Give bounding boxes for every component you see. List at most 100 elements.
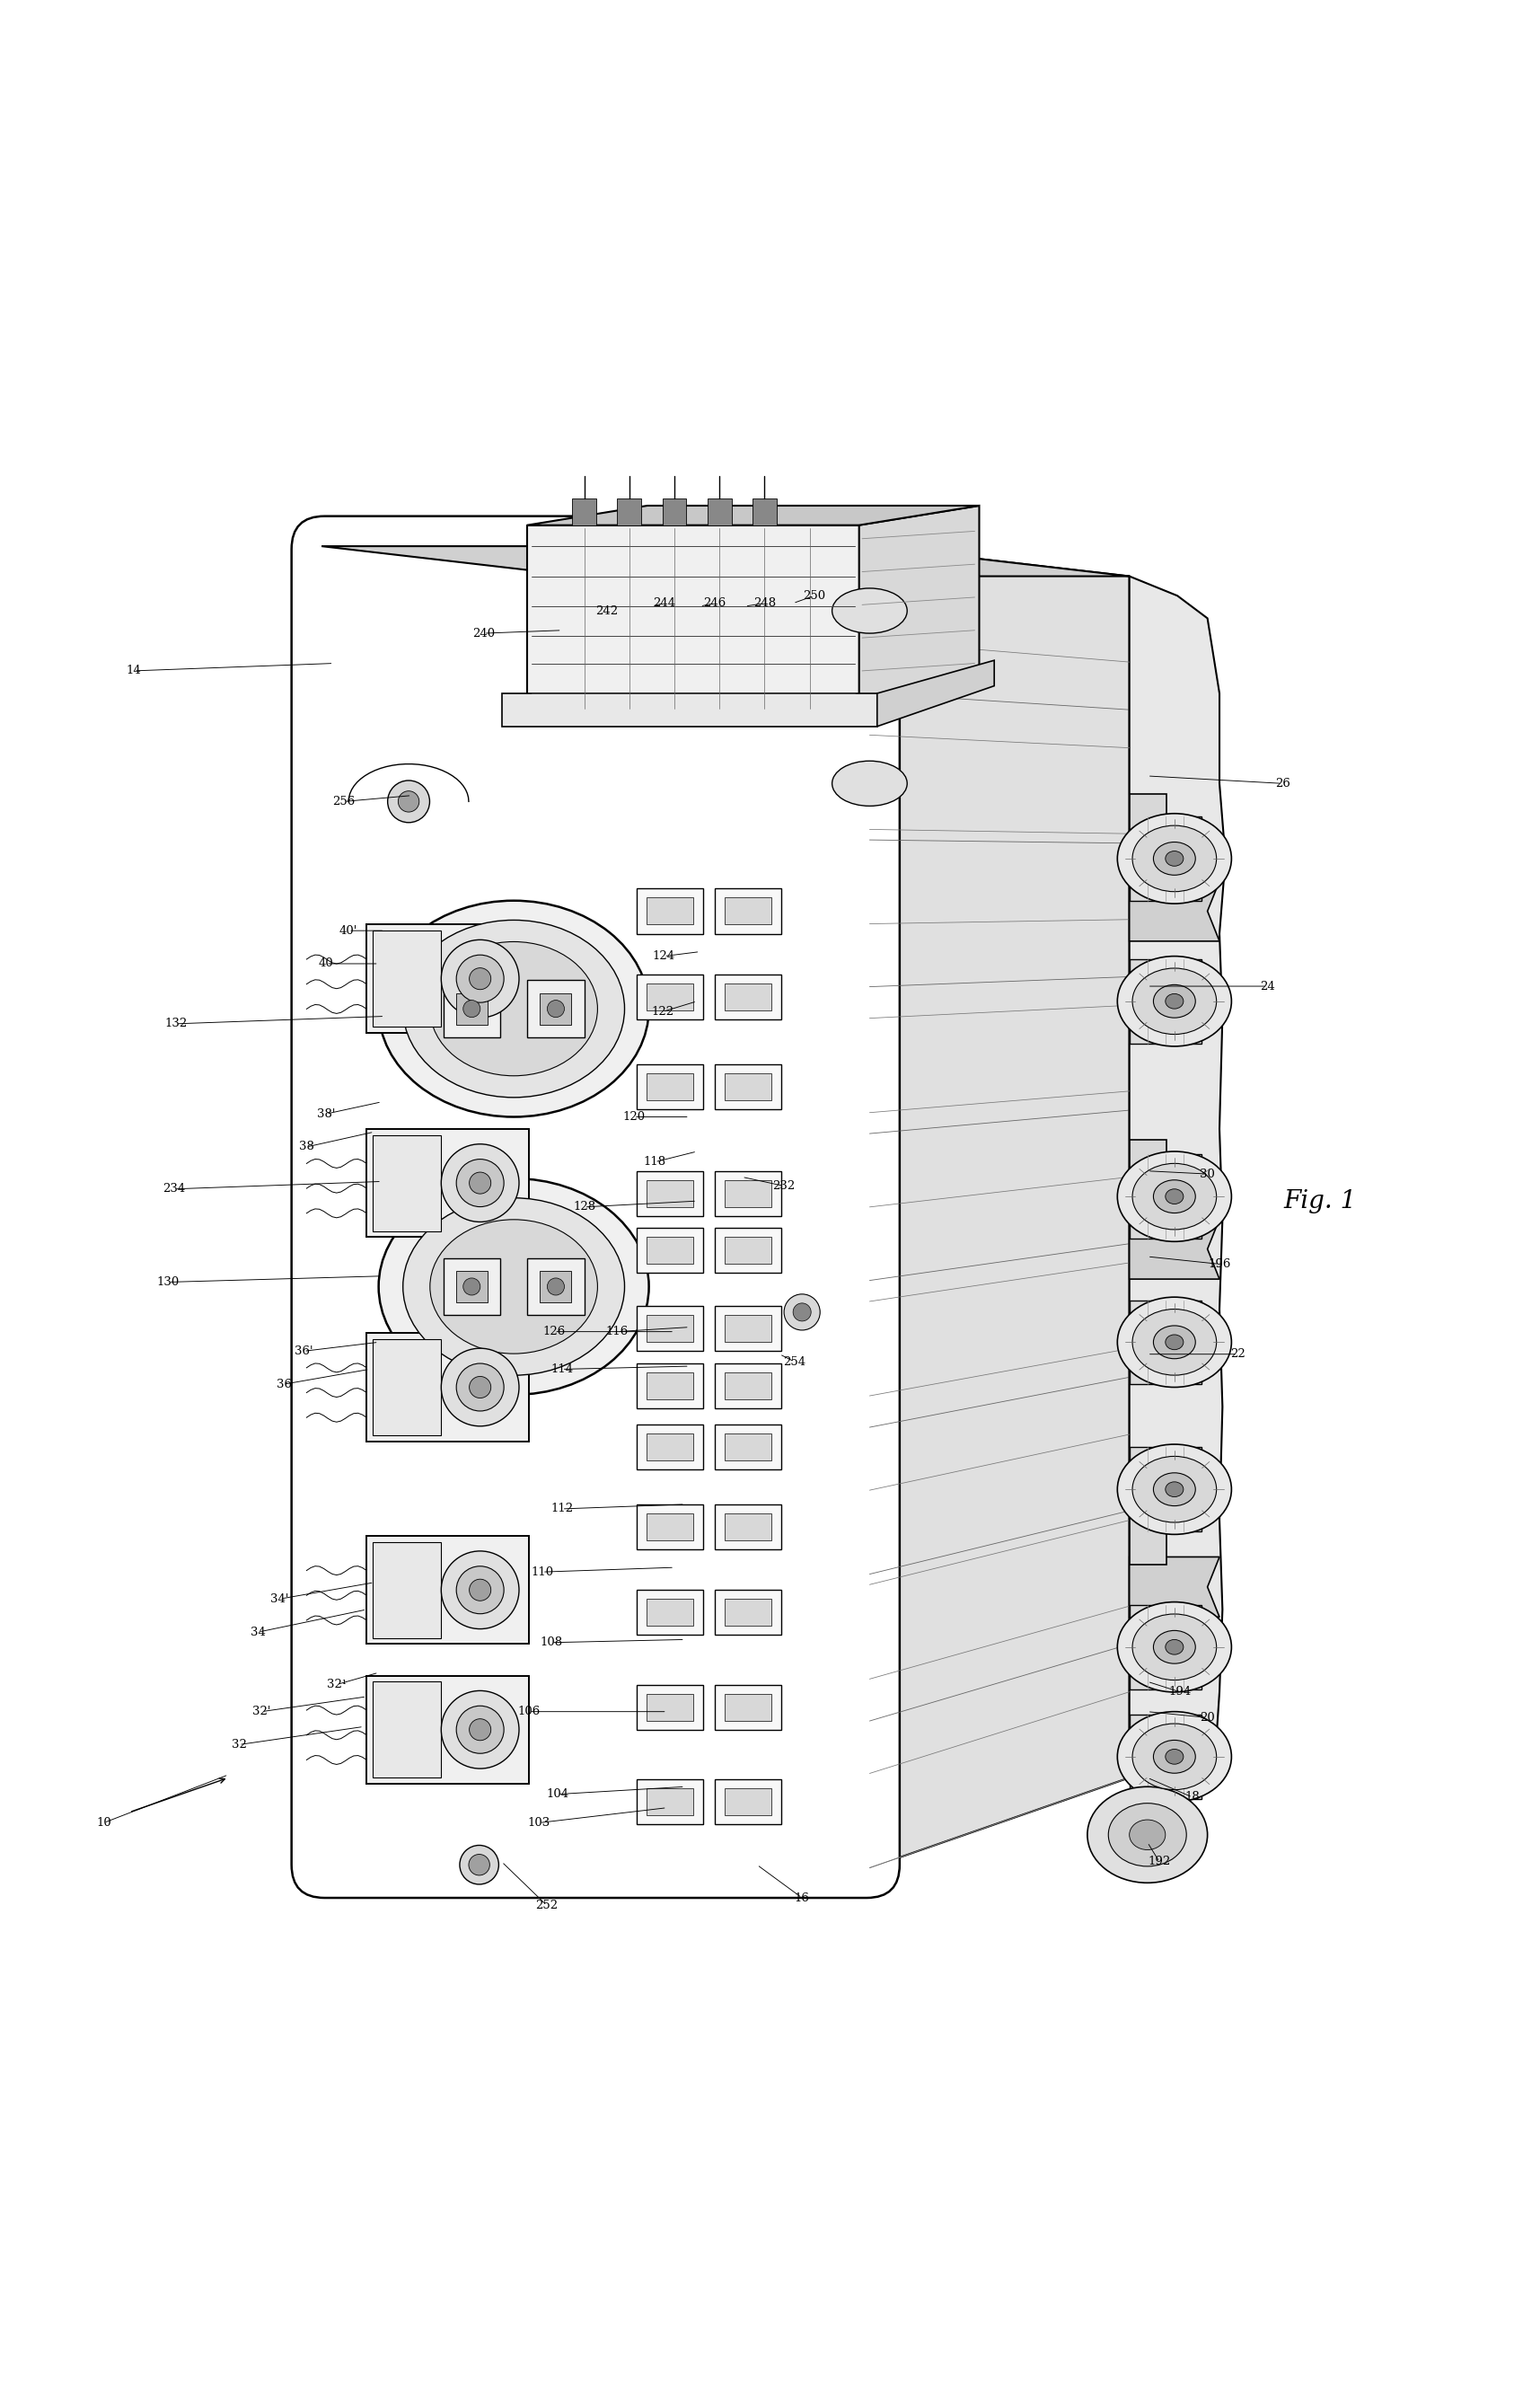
Ellipse shape [430, 1218, 598, 1353]
Bar [366, 1129, 528, 1238]
Text: 32: 32 [232, 1739, 247, 1751]
Bar [715, 1363, 781, 1409]
Text: 196: 196 [1208, 1259, 1231, 1269]
Ellipse shape [1132, 968, 1216, 1035]
Bar [725, 1512, 771, 1541]
Text: 252: 252 [536, 1900, 559, 1912]
Bar [725, 1180, 771, 1206]
Ellipse shape [1154, 1630, 1196, 1664]
Bar [725, 1789, 771, 1816]
Ellipse shape [1166, 1190, 1184, 1204]
Text: Fig. 1: Fig. 1 [1284, 1190, 1357, 1214]
Bar [372, 1134, 441, 1230]
Bar [725, 898, 771, 925]
Ellipse shape [1108, 1804, 1187, 1866]
Bar [637, 1228, 702, 1274]
Ellipse shape [456, 1705, 504, 1753]
Bar [637, 1686, 702, 1729]
Bar [646, 1180, 693, 1206]
Bar [715, 1686, 781, 1729]
Text: 112: 112 [551, 1503, 574, 1515]
Text: 108: 108 [540, 1637, 563, 1649]
Text: 114: 114 [551, 1363, 574, 1375]
Polygon shape [1129, 1558, 1219, 1618]
Bar [725, 1373, 771, 1399]
Ellipse shape [547, 999, 565, 1016]
Bar [637, 1426, 702, 1469]
Ellipse shape [403, 1197, 625, 1375]
Ellipse shape [469, 968, 491, 990]
Ellipse shape [1166, 1748, 1184, 1765]
Ellipse shape [1117, 956, 1231, 1047]
Ellipse shape [1154, 1327, 1196, 1358]
Text: 116: 116 [606, 1327, 628, 1336]
Ellipse shape [547, 1279, 565, 1296]
Text: 34: 34 [251, 1625, 266, 1637]
Ellipse shape [398, 790, 419, 811]
Text: 242: 242 [595, 604, 618, 616]
Bar [372, 1339, 441, 1435]
Bar [637, 1305, 702, 1351]
Ellipse shape [1132, 826, 1216, 891]
Ellipse shape [1117, 1712, 1231, 1801]
Ellipse shape [1166, 995, 1184, 1009]
Ellipse shape [1166, 1481, 1184, 1498]
Bar [637, 1505, 702, 1548]
Ellipse shape [1132, 1724, 1216, 1789]
Ellipse shape [463, 999, 480, 1016]
Polygon shape [869, 547, 1129, 1869]
Text: 38': 38' [316, 1108, 335, 1120]
Text: 244: 244 [653, 597, 675, 609]
Bar [444, 980, 500, 1038]
Text: 26: 26 [1275, 778, 1290, 790]
Text: 32': 32' [253, 1705, 271, 1717]
Text: 103: 103 [528, 1818, 551, 1828]
Ellipse shape [1117, 1601, 1231, 1693]
Polygon shape [858, 506, 980, 710]
Bar [646, 1315, 693, 1341]
Ellipse shape [833, 588, 907, 633]
Ellipse shape [793, 1303, 812, 1322]
Ellipse shape [1166, 1334, 1184, 1348]
Ellipse shape [456, 1363, 504, 1411]
Polygon shape [1129, 1218, 1219, 1279]
Text: 20: 20 [1201, 1712, 1214, 1724]
Polygon shape [527, 525, 858, 710]
Text: 122: 122 [651, 1007, 674, 1019]
Polygon shape [1129, 1606, 1202, 1688]
Bar [646, 1433, 693, 1462]
Text: 38: 38 [298, 1141, 313, 1153]
FancyBboxPatch shape [292, 515, 899, 1898]
Bar [725, 982, 771, 1011]
Bar [725, 1315, 771, 1341]
Bar [366, 1334, 528, 1442]
Text: 34': 34' [271, 1594, 289, 1604]
Ellipse shape [1117, 1445, 1231, 1534]
Ellipse shape [456, 956, 504, 1002]
Ellipse shape [469, 1580, 491, 1601]
Text: 248: 248 [754, 597, 775, 609]
Text: 232: 232 [772, 1180, 795, 1192]
Ellipse shape [441, 939, 519, 1019]
Text: 30: 30 [1201, 1168, 1216, 1180]
Bar [715, 1064, 781, 1110]
Text: 110: 110 [531, 1565, 554, 1577]
Ellipse shape [456, 1158, 504, 1206]
Bar [540, 1271, 571, 1303]
Text: 246: 246 [704, 597, 727, 609]
Bar [646, 898, 693, 925]
Text: 126: 126 [544, 1327, 566, 1336]
Ellipse shape [1132, 1310, 1216, 1375]
Ellipse shape [784, 1293, 821, 1329]
Bar [637, 1064, 702, 1110]
Bar [715, 1305, 781, 1351]
Polygon shape [1129, 1153, 1202, 1238]
Bar [372, 1541, 441, 1637]
Polygon shape [321, 547, 1129, 576]
Text: 106: 106 [518, 1705, 540, 1717]
Bar [1129, 1139, 1167, 1221]
Text: 14: 14 [126, 665, 141, 677]
Bar [715, 975, 781, 1019]
Text: 24: 24 [1260, 980, 1275, 992]
Text: 18: 18 [1185, 1792, 1201, 1804]
